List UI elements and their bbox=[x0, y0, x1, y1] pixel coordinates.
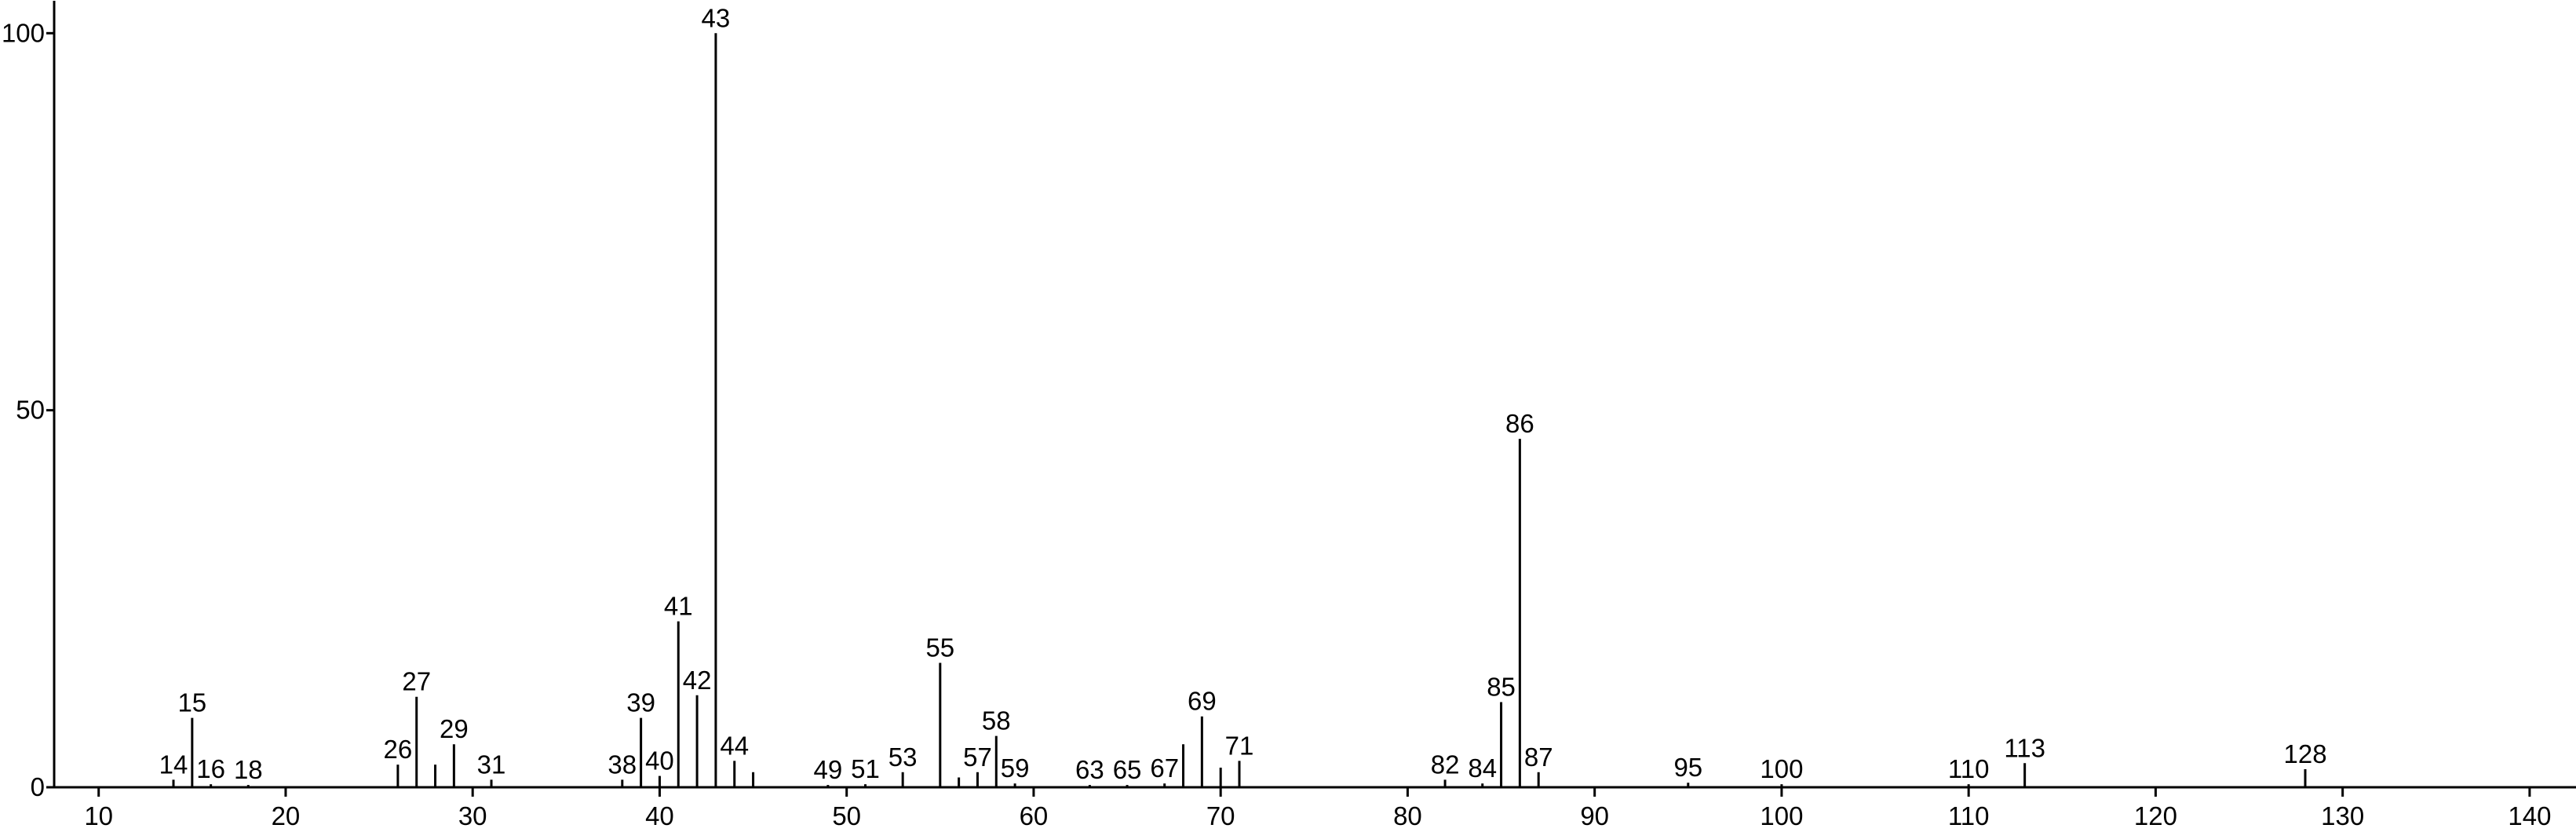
peak-label: 39 bbox=[626, 688, 655, 717]
x-tick-label: 120 bbox=[2134, 801, 2177, 830]
peak-label: 69 bbox=[1188, 687, 1217, 716]
peak-label: 67 bbox=[1150, 754, 1179, 783]
peak-label: 49 bbox=[814, 755, 843, 784]
x-tick-label: 80 bbox=[1393, 801, 1422, 830]
x-tick-label: 50 bbox=[832, 801, 861, 830]
x-tick-label: 60 bbox=[1020, 801, 1049, 830]
y-tick-label: 50 bbox=[16, 396, 45, 425]
peak-label: 15 bbox=[177, 688, 206, 717]
peak-label: 27 bbox=[402, 667, 431, 696]
peak-label: 65 bbox=[1113, 755, 1142, 784]
x-tick-label: 30 bbox=[458, 801, 487, 830]
peak-label: 18 bbox=[234, 755, 263, 784]
peak-label: 63 bbox=[1075, 755, 1104, 784]
peak-label: 85 bbox=[1487, 672, 1516, 701]
peak-label: 41 bbox=[664, 592, 693, 621]
peak-label: 26 bbox=[384, 735, 413, 764]
peak-label: 95 bbox=[1673, 753, 1702, 782]
x-tick-label: 140 bbox=[2508, 801, 2551, 830]
peak-label: 42 bbox=[683, 666, 712, 695]
peak-label: 57 bbox=[963, 743, 992, 772]
peak-label: 55 bbox=[925, 633, 954, 662]
peak-label: 44 bbox=[720, 731, 749, 760]
x-tick-label: 100 bbox=[1760, 801, 1803, 830]
peak-label: 43 bbox=[702, 3, 731, 32]
peak-label: 53 bbox=[888, 743, 918, 772]
peak-label: 110 bbox=[1948, 754, 1990, 783]
y-tick-label: 0 bbox=[31, 772, 45, 801]
x-tick-label: 130 bbox=[2321, 801, 2364, 830]
peak-label: 38 bbox=[608, 750, 637, 779]
peak-label: 82 bbox=[1431, 750, 1460, 779]
peak-label: 16 bbox=[196, 754, 225, 783]
x-tick-label: 10 bbox=[84, 801, 113, 830]
peak-label: 58 bbox=[982, 706, 1011, 735]
x-tick-label: 40 bbox=[645, 801, 674, 830]
peak-label: 40 bbox=[645, 746, 674, 775]
peak-label: 29 bbox=[440, 714, 469, 743]
peak-label: 87 bbox=[1524, 743, 1553, 772]
peak-label: 31 bbox=[477, 750, 506, 779]
peak-label: 14 bbox=[159, 750, 188, 779]
peak-label: 51 bbox=[851, 754, 880, 783]
peak-label: 113 bbox=[2004, 733, 2045, 762]
x-tick-label: 110 bbox=[1948, 801, 1990, 830]
peak-label: 128 bbox=[2283, 739, 2326, 768]
y-tick-label: 100 bbox=[2, 18, 45, 47]
peak-label: 59 bbox=[1001, 754, 1030, 783]
x-tick-label: 70 bbox=[1206, 801, 1235, 830]
peak-label: 84 bbox=[1468, 754, 1497, 783]
peak-label: 71 bbox=[1225, 731, 1254, 760]
x-tick-label: 20 bbox=[272, 801, 301, 830]
x-tick-label: 90 bbox=[1580, 801, 1609, 830]
peak-label: 86 bbox=[1505, 409, 1534, 438]
peak-label: 100 bbox=[1760, 754, 1803, 783]
